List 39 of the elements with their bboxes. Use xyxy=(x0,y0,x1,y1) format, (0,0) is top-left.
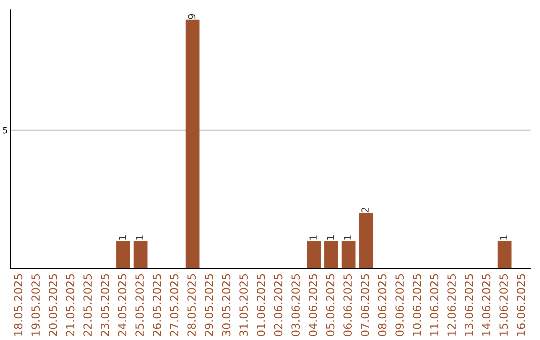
x-tick-label: 16.06.2025 xyxy=(516,274,526,336)
x-tick-label: 18.05.2025 xyxy=(14,274,23,336)
x-tick-label: 11.06.2025 xyxy=(430,274,439,336)
x-tick-label: 21.05.2025 xyxy=(66,274,75,336)
x-tick-label: 10.06.2025 xyxy=(412,274,422,336)
data-label: 1 xyxy=(500,236,508,240)
x-tick-label: 09.06.2025 xyxy=(396,274,404,336)
x-tick-label: 30.05.2025 xyxy=(222,274,231,336)
x-tick-label: 26.05.2025 xyxy=(152,274,162,336)
x-tick-label: 31.05.2025 xyxy=(240,274,248,336)
x-tick-label: 07.06.2025 xyxy=(360,274,370,336)
data-label: 1 xyxy=(119,236,126,240)
x-tick-label: 13.06.2025 xyxy=(464,274,474,336)
x-tick-label: 08.06.2025 xyxy=(378,274,387,336)
x-tick-label: 01.06.2025 xyxy=(256,274,266,336)
data-label: 2 xyxy=(362,208,369,213)
data-label: 1 xyxy=(344,236,352,240)
x-tick-label: 24.05.2025 xyxy=(118,274,127,336)
x-tick-label: 15.06.2025 xyxy=(500,274,508,336)
x-tick-label: 05.06.2025 xyxy=(326,274,335,336)
x-tick-label: 20.05.2025 xyxy=(48,274,58,336)
x-tick-label: 22.05.2025 xyxy=(84,274,92,336)
y-tick-label: 5 xyxy=(3,128,8,134)
x-tick-label: 02.06.2025 xyxy=(274,274,283,336)
x-tick-label: 29.05.2025 xyxy=(204,274,214,336)
x-tick-label: 12.06.2025 xyxy=(448,274,456,336)
x-tick-label: 25.05.2025 xyxy=(136,274,144,336)
data-label: 1 xyxy=(327,236,334,240)
x-tick-label: 06.06.2025 xyxy=(344,274,352,336)
x-tick-label: 03.06.2025 xyxy=(292,274,300,336)
data-label: 1 xyxy=(310,236,317,240)
x-tick-label: 04.06.2025 xyxy=(308,274,318,336)
data-label: 1 xyxy=(136,236,144,240)
x-tick-label: 28.05.2025 xyxy=(188,274,196,336)
x-tick-label: 14.06.2025 xyxy=(482,274,491,336)
x-tick-label: 23.05.2025 xyxy=(100,274,110,336)
data-label: 9 xyxy=(188,14,196,20)
x-tick-label: 19.05.2025 xyxy=(32,274,40,336)
x-tick-label: 27.05.2025 xyxy=(170,274,179,336)
